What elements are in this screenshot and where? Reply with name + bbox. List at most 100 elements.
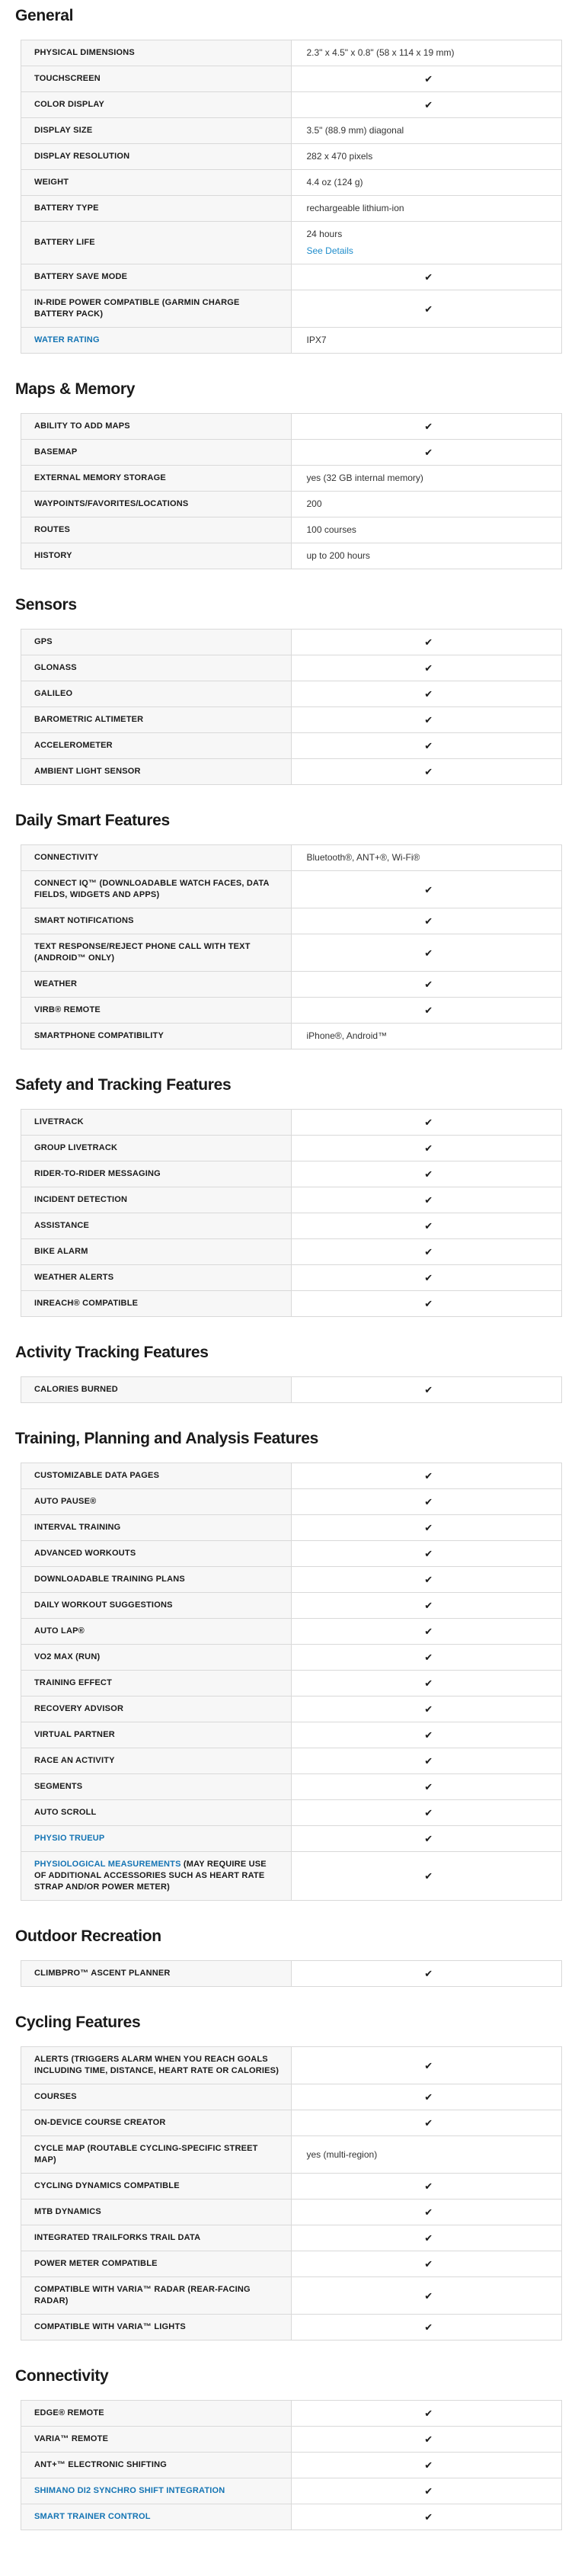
spec-row: CONNECTIVITY Bluetooth®, ANT+®, Wi-Fi®: [21, 845, 561, 870]
spec-label-text: INREACH® COMPATIBLE: [34, 1299, 139, 1308]
spec-value: ✔: [292, 1463, 562, 1488]
spec-value: ✔: [292, 707, 562, 732]
check-icon: ✔: [424, 2433, 433, 2445]
spec-label: VIRB® REMOTE: [21, 998, 292, 1023]
spec-value: ✔: [292, 1774, 562, 1799]
spec-row: BAROMETRIC ALTIMETER ✔: [21, 706, 561, 732]
spec-label-text: GALILEO: [34, 689, 73, 698]
spec-label: INCIDENT DETECTION: [21, 1187, 292, 1213]
spec-value: ✔: [292, 681, 562, 706]
check-icon: ✔: [424, 688, 433, 700]
spec-row: CLIMBPRO™ ASCENT PLANNER ✔: [21, 1961, 561, 1986]
spec-row: SHIMANO DI2 SYNCHRO SHIFT INTEGRATION ✔: [21, 2478, 561, 2504]
spec-label: TOUCHSCREEN: [21, 66, 292, 91]
spec-value: ✔: [292, 908, 562, 934]
check-icon: ✔: [424, 1246, 433, 1258]
spec-value: up to 200 hours: [292, 543, 562, 569]
spec-row: LIVETRACK ✔: [21, 1110, 561, 1135]
check-icon: ✔: [424, 1272, 433, 1283]
spec-table: CLIMBPRO™ ASCENT PLANNER ✔: [21, 1960, 562, 1987]
spec-label-text: DAILY WORKOUT SUGGESTIONS: [34, 1600, 173, 1610]
spec-row: CYCLING DYNAMICS COMPATIBLE ✔: [21, 2173, 561, 2199]
spec-value: ✔: [292, 972, 562, 997]
spec-label: COMPATIBLE WITH VARIA™ LIGHTS: [21, 2315, 292, 2340]
check-icon: ✔: [424, 1194, 433, 1206]
spec-value: ✔: [292, 92, 562, 117]
spec-value: ✔: [292, 290, 562, 327]
see-details-link[interactable]: See Details: [306, 245, 353, 256]
spec-label-text: VO2 MAX (RUN): [34, 1652, 101, 1661]
spec-row: VO2 MAX (RUN) ✔: [21, 1644, 561, 1670]
spec-label: INTEGRATED TRAILFORKS TRAIL DATA: [21, 2225, 292, 2251]
spec-value: ✔: [292, 1136, 562, 1161]
spec-value-text: 24 hours: [306, 229, 343, 239]
spec-label: AUTO PAUSE®: [21, 1489, 292, 1514]
spec-label: CLIMBPRO™ ASCENT PLANNER: [21, 1961, 292, 1986]
spec-label-rest: (MAY REQUIRE USE OF ADDITIONAL ACCESSORI…: [34, 1860, 267, 1892]
spec-label-link[interactable]: PHYSIOLOGICAL MEASUREMENTS: [34, 1860, 181, 1869]
spec-label-text: WEATHER ALERTS: [34, 1273, 114, 1282]
section-title: Outdoor Recreation: [15, 1927, 161, 1945]
spec-label: ON-DEVICE COURSE CREATOR: [21, 2110, 292, 2135]
spec-label-text: DISPLAY RESOLUTION: [34, 152, 130, 161]
spec-label-text: WEATHER: [34, 979, 78, 988]
spec-row: TOUCHSCREEN ✔: [21, 66, 561, 91]
check-icon: ✔: [424, 1600, 433, 1611]
check-icon: ✔: [424, 2258, 433, 2270]
spec-label-text: PHYSIO TRUEUP: [34, 1833, 104, 1844]
check-icon: ✔: [424, 1626, 433, 1637]
spec-value-text: 282 x 470 pixels: [306, 151, 373, 162]
spec-label: DOWNLOADABLE TRAINING PLANS: [21, 1567, 292, 1592]
check-icon: ✔: [424, 979, 433, 990]
spec-table: ABILITY TO ADD MAPS ✔ BASEMAP ✔ EXTERNAL MEM…: [21, 413, 562, 569]
spec-label-link[interactable]: WATER RATING: [34, 335, 100, 344]
spec-value: ✔: [292, 1593, 562, 1618]
section-title: General: [15, 7, 74, 24]
check-icon: ✔: [424, 2321, 433, 2333]
spec-value: ✔: [292, 440, 562, 465]
spec-label: ASSISTANCE: [21, 1213, 292, 1238]
spec-label: ACCELEROMETER: [21, 733, 292, 758]
spec-table: PHYSICAL DIMENSIONS 2.3" x 4.5" x 0.8" (5…: [21, 40, 562, 354]
spec-label: IN-RIDE POWER COMPATIBLE (GARMIN CHARGE …: [21, 290, 292, 327]
spec-label: WEIGHT: [21, 170, 292, 195]
spec-label-link[interactable]: SMART TRAINER CONTROL: [34, 2512, 151, 2521]
spec-label-text: SMART TRAINER CONTROL: [34, 2511, 151, 2523]
spec-label: WATER RATING: [21, 328, 292, 353]
spec-label-text: INCIDENT DETECTION: [34, 1195, 128, 1204]
spec-row: IN-RIDE POWER COMPATIBLE (GARMIN CHARGE …: [21, 290, 561, 327]
spec-label-link[interactable]: PHYSIO TRUEUP: [34, 1834, 105, 1843]
spec-label: SEGMENTS: [21, 1774, 292, 1799]
spec-value: ✔: [292, 264, 562, 290]
spec-row: COURSES ✔: [21, 2084, 561, 2110]
spec-table: CUSTOMIZABLE DATA PAGES ✔ AUTO PAUSE® ✔ INTE…: [21, 1463, 562, 1901]
spec-label-link[interactable]: SHIMANO DI2 SYNCHRO SHIFT INTEGRATION: [34, 2486, 225, 2495]
check-icon: ✔: [424, 1755, 433, 1767]
spec-table: LIVETRACK ✔ GROUP LIVETRACK ✔ RIDER-TO-RIDER…: [21, 1109, 562, 1317]
spec-section: Cycling Features ALERTS (TRIGGERS ALARM W…: [15, 2013, 562, 2341]
spec-row: ADVANCED WORKOUTS ✔: [21, 1540, 561, 1566]
check-icon: ✔: [424, 662, 433, 674]
spec-label: DAILY WORKOUT SUGGESTIONS: [21, 1593, 292, 1618]
spec-label: EDGE® REMOTE: [21, 2401, 292, 2426]
spec-table: EDGE® REMOTE ✔ VARIA™ REMOTE ✔ ANT+™ ELECTRO…: [21, 2400, 562, 2530]
spec-value: ✔: [292, 1645, 562, 1670]
spec-value-text: IPX7: [306, 335, 327, 345]
spec-label: DISPLAY RESOLUTION: [21, 144, 292, 169]
check-icon: ✔: [424, 740, 433, 751]
spec-label-text: CUSTOMIZABLE DATA PAGES: [34, 1471, 160, 1480]
spec-table: CALORIES BURNED ✔: [21, 1376, 562, 1403]
spec-label-text: VIRB® REMOTE: [34, 1005, 101, 1014]
spec-label: SMART TRAINER CONTROL: [21, 2504, 292, 2530]
check-icon: ✔: [424, 2180, 433, 2192]
spec-label-text: GLONASS: [34, 663, 77, 672]
spec-value: ✔: [292, 733, 562, 758]
spec-label: SHIMANO DI2 SYNCHRO SHIFT INTEGRATION: [21, 2478, 292, 2504]
spec-row: CUSTOMIZABLE DATA PAGES ✔: [21, 1463, 561, 1488]
spec-label: CONNECTIVITY: [21, 845, 292, 870]
spec-value: 3.5" (88.9 mm) diagonal: [292, 118, 562, 143]
check-icon: ✔: [424, 1384, 433, 1395]
spec-row: HISTORY up to 200 hours: [21, 543, 561, 569]
spec-value: ✔: [292, 934, 562, 971]
check-icon: ✔: [424, 1548, 433, 1559]
